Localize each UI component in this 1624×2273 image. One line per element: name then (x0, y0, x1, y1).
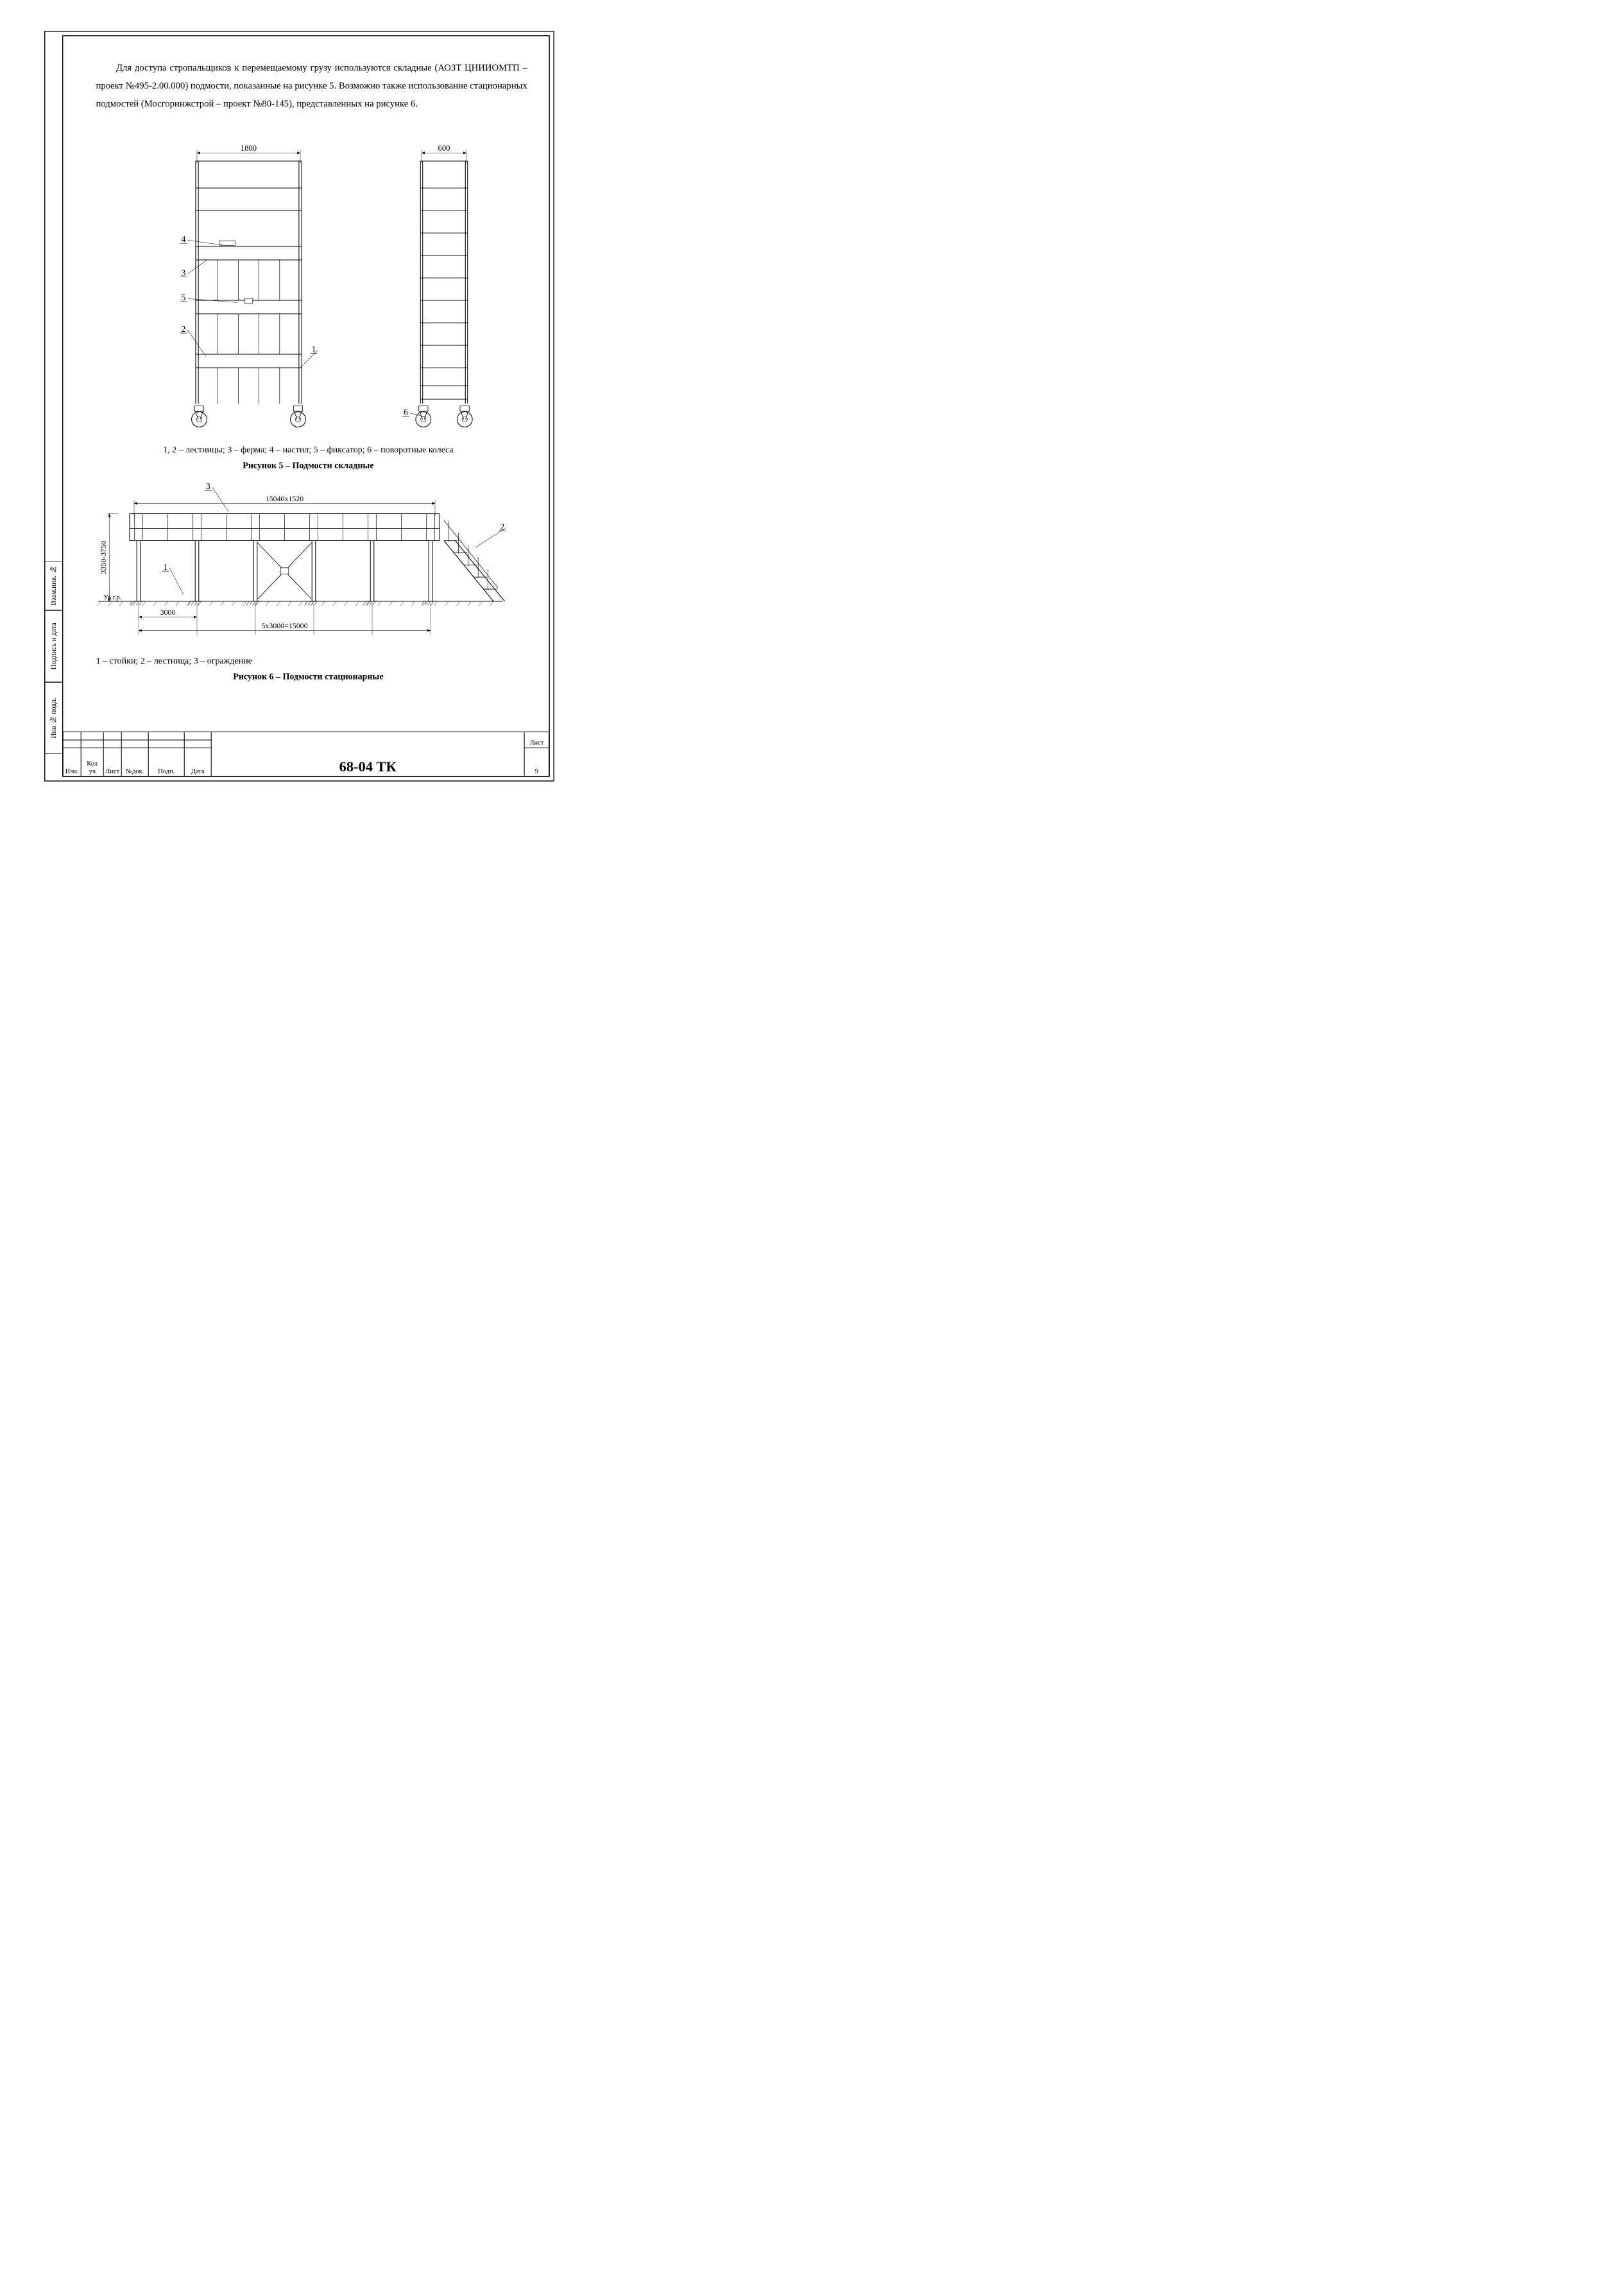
page: Взам.инв. № Подпись и дата Инв № подл. Д… (13, 13, 572, 809)
tb-cell (103, 732, 121, 741)
figure-5-svg: 1800 4 3 5 2 1 600 6 (139, 134, 507, 440)
svg-text:5: 5 (182, 293, 186, 302)
tb-col-2: Лист (103, 748, 121, 776)
svg-text:1: 1 (312, 345, 316, 354)
tb-cell (121, 740, 148, 748)
tb-cell (121, 732, 148, 741)
svg-text:5x3000=15000: 5x3000=15000 (261, 621, 307, 630)
figure-6: 15040x1520 Ур.г.р. 3350-3750 3000 5x3000=150… (71, 476, 516, 642)
svg-text:1800: 1800 (241, 144, 257, 153)
tb-cell (148, 740, 184, 748)
tb-col-5: Дата (184, 748, 211, 776)
svg-text:2: 2 (182, 324, 186, 334)
figure-5: 1800 4 3 5 2 1 600 6 (139, 134, 507, 440)
tb-cell (184, 740, 211, 748)
side-label-2: Подпись и дата (45, 610, 62, 682)
figure-5-legend: 1, 2 – лестницы; 3 – ферма; 4 – настил; … (89, 444, 527, 454)
side-label-column: Взам.инв. № Подпись и дата Инв № подл. (45, 561, 62, 754)
figure-6-legend: 1 – стойки; 2 – лестница; 3 – ограждение (96, 655, 527, 665)
title-block-table: 68-04 ТК Лист Изм. Кол уч Лист №док. Под… (63, 732, 549, 776)
tb-col-3: №док. (121, 748, 148, 776)
sheet-label: Лист (524, 732, 549, 748)
svg-text:2: 2 (500, 522, 505, 531)
tb-col-1: Кол уч (81, 748, 103, 776)
tb-cell (63, 740, 81, 748)
svg-text:3: 3 (182, 268, 186, 278)
tb-col-0: Изм. (63, 748, 81, 776)
figure-6-svg: 15040x1520 Ур.г.р. 3350-3750 3000 5x3000=150… (71, 476, 516, 642)
side-label-1: Взам.инв. № (45, 561, 62, 610)
svg-text:3350-3750: 3350-3750 (99, 541, 108, 574)
svg-text:3000: 3000 (160, 608, 176, 617)
svg-text:1: 1 (164, 562, 168, 572)
tb-col-4: Подп. (148, 748, 184, 776)
doc-number: 68-04 ТК (339, 759, 397, 775)
sheet-number: 9 (524, 748, 549, 776)
tb-cell (63, 732, 81, 741)
svg-text:600: 600 (438, 144, 450, 153)
side-label-3: Инв № подл. (45, 682, 62, 754)
doc-number-cell: 68-04 ТК (211, 732, 524, 776)
tb-cell (81, 732, 103, 741)
tb-cell (184, 732, 211, 741)
tb-cell (148, 732, 184, 741)
figure-5-caption: Рисунок 5 – Подмости складные (89, 460, 527, 470)
svg-text:Ур.г.р.: Ур.г.р. (103, 594, 121, 601)
svg-text:3: 3 (206, 481, 210, 491)
tb-cell (103, 740, 121, 748)
svg-text:4: 4 (182, 234, 186, 244)
body-paragraph: Для доступа стропальщиков к перемещаемом… (96, 59, 527, 113)
figure-6-caption: Рисунок 6 – Подмости стационарные (89, 671, 527, 682)
title-block: 68-04 ТК Лист Изм. Кол уч Лист №док. Под… (63, 732, 549, 776)
svg-text:15040x1520: 15040x1520 (266, 494, 304, 503)
tb-cell (81, 740, 103, 748)
svg-text:6: 6 (404, 407, 408, 417)
